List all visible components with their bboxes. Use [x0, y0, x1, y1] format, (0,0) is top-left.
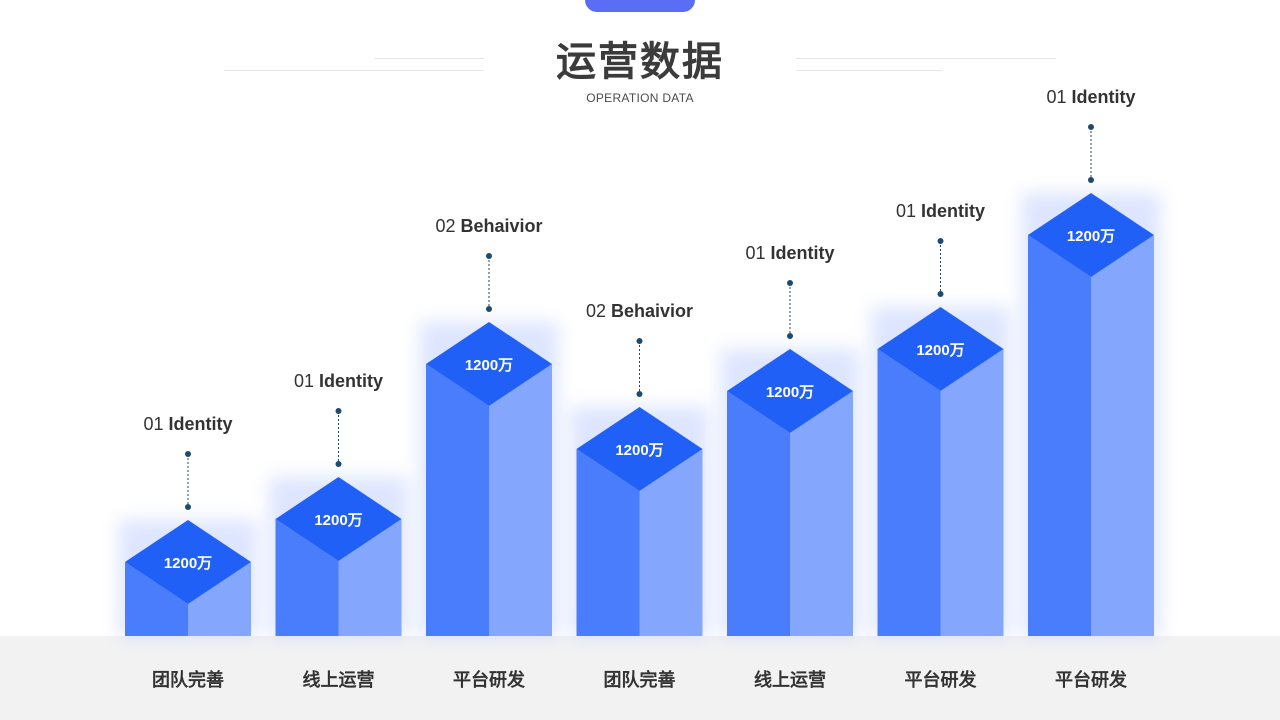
bar-face-right	[188, 562, 251, 636]
annotation-number: 01	[745, 243, 770, 263]
bar-top	[877, 307, 1004, 391]
bar-annotation: 02 Behaivior	[586, 301, 693, 321]
bar-value-label: 1200万	[916, 342, 964, 359]
bar-value-label: 1200万	[766, 384, 814, 401]
bar-top	[275, 477, 402, 561]
category-label: 线上运营	[754, 670, 826, 691]
connector-dot	[1088, 124, 1094, 130]
bar-annotation: 01 Identity	[1046, 87, 1135, 107]
connector-dot	[937, 238, 944, 244]
bar-value-label: 1200万	[1067, 228, 1115, 245]
annotation-number: 01	[294, 371, 319, 391]
category-footer-band	[0, 636, 1280, 720]
bar-face-left	[576, 449, 640, 636]
annotation-word: Behaivior	[611, 301, 693, 321]
annotation-number: 02	[435, 216, 460, 236]
connector-dot	[636, 391, 643, 397]
connector-dot	[185, 451, 191, 457]
connector-dot	[185, 504, 191, 510]
connector-dot	[486, 306, 492, 312]
category-label: 平台研发	[904, 670, 977, 691]
bar-face-right	[940, 349, 1004, 636]
header-decor-line	[374, 58, 484, 59]
bar-annotation: 01 Identity	[143, 414, 232, 434]
annotation-word: Identity	[319, 371, 383, 391]
annotation-number: 01	[143, 414, 168, 434]
connector-dot	[1088, 177, 1094, 183]
connector-dot	[335, 461, 342, 467]
header-decor-line	[224, 70, 484, 71]
annotation-number: 01	[1046, 87, 1071, 107]
header-decor-line	[796, 58, 1056, 59]
connector-dot	[787, 333, 793, 339]
bar-face-right	[790, 391, 853, 636]
bar-face-left	[1028, 235, 1091, 636]
page-subtitle: OPERATION DATA	[586, 91, 694, 105]
bar-top	[1028, 193, 1154, 277]
connector-dot	[787, 280, 793, 286]
annotation-number: 02	[586, 301, 611, 321]
bar-face-left	[125, 562, 188, 636]
bar-face-left	[877, 349, 941, 636]
connector-dot	[636, 338, 643, 344]
page-title: 运营数据	[556, 39, 724, 85]
bar-top	[426, 322, 552, 406]
header-decor-line	[796, 70, 942, 71]
bar-face-left	[426, 364, 489, 636]
category-label: 团队完善	[152, 670, 224, 691]
bar-value-label: 1200万	[615, 442, 663, 459]
bar-face-left	[275, 519, 339, 636]
annotation-word: Identity	[921, 201, 985, 221]
category-label: 平台研发	[1055, 670, 1127, 691]
connector-dot	[937, 291, 944, 297]
annotation-word: Identity	[771, 243, 835, 263]
bar-face-right	[489, 364, 552, 636]
connector-dot	[486, 253, 492, 259]
bar-value-label: 1200万	[314, 512, 362, 529]
category-label: 平台研发	[453, 670, 525, 691]
bar-face-right	[639, 449, 703, 636]
category-label: 线上运营	[302, 670, 375, 691]
bar-annotation: 02 Behaivior	[435, 216, 542, 236]
annotation-word: Behaivior	[461, 216, 543, 236]
annotation-word: Identity	[1072, 87, 1136, 107]
bar-top	[125, 520, 251, 604]
bar-value-label: 1200万	[465, 357, 513, 374]
bar-top	[576, 407, 703, 491]
category-label: 团队完善	[603, 670, 676, 691]
bar-face-right	[1091, 235, 1154, 636]
bar-face-left	[727, 391, 790, 636]
top-accent-tab	[585, 0, 695, 12]
bar-face-right	[338, 519, 402, 636]
annotation-word: Identity	[169, 414, 233, 434]
bar-annotation: 01 Identity	[896, 201, 985, 221]
bar-annotation: 01 Identity	[294, 371, 383, 391]
connector-dot	[335, 408, 342, 414]
bar-value-label: 1200万	[164, 555, 212, 572]
bar-top	[727, 349, 853, 433]
annotation-number: 01	[896, 201, 921, 221]
bar-annotation: 01 Identity	[745, 243, 834, 263]
